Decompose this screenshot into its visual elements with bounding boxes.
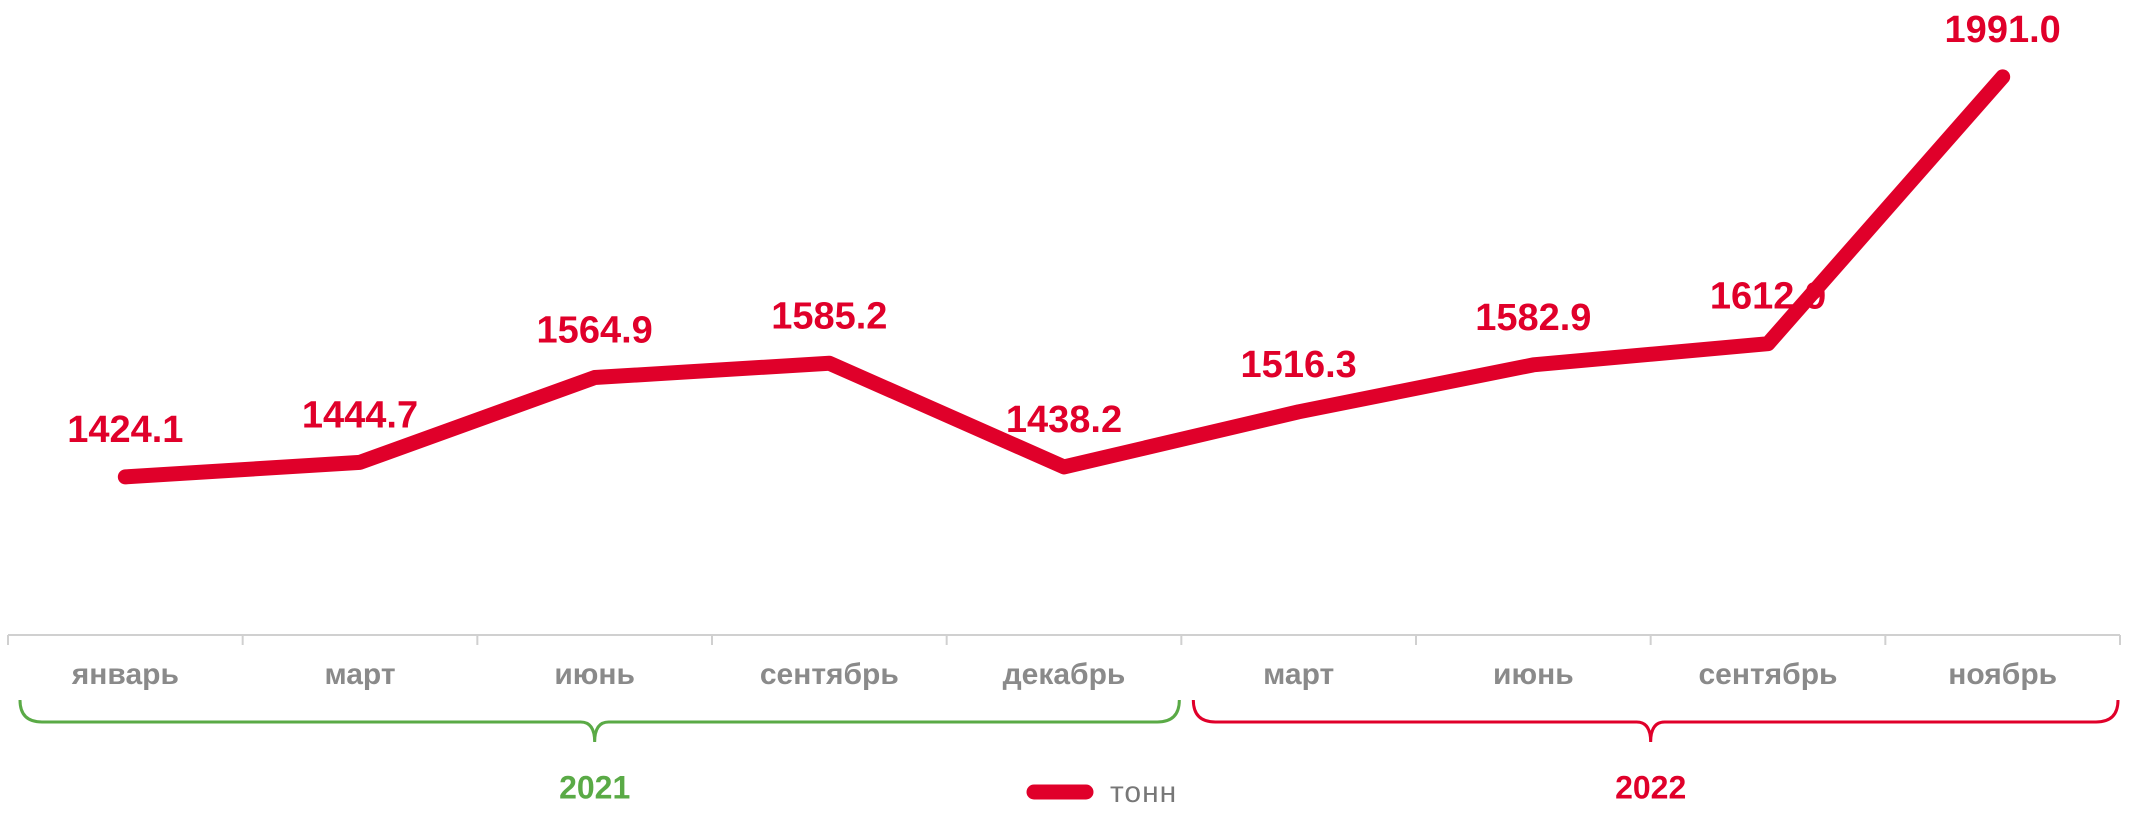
x-tick-label: ноябрь — [1948, 658, 2057, 691]
group-brace — [18, 699, 1181, 743]
x-tick-label: сентябрь — [760, 658, 899, 691]
x-tick-label: январь — [71, 658, 179, 691]
group-label: 2022 — [1615, 769, 1686, 805]
legend-label: тонн — [1110, 776, 1177, 809]
x-tick-label: июнь — [554, 658, 635, 691]
data-label: 1516.3 — [1241, 344, 1357, 386]
x-tick-label: декабрь — [1003, 658, 1126, 691]
data-label: 1438.2 — [1006, 399, 1122, 441]
x-tick-label: март — [324, 658, 395, 691]
x-tick-label: сентябрь — [1699, 658, 1838, 691]
data-label: 1991.0 — [1945, 9, 2061, 51]
data-label: 1444.7 — [302, 394, 418, 436]
data-label: 1585.2 — [771, 295, 887, 337]
x-tick-label: март — [1263, 658, 1334, 691]
x-tick-label: июнь — [1493, 658, 1574, 691]
group-brace — [1191, 699, 2120, 743]
line — [117, 69, 2011, 485]
data-label: 1612.9 — [1710, 276, 1826, 318]
data-label: 1564.9 — [537, 310, 653, 352]
group-label: 2021 — [559, 769, 630, 805]
data-label: 1424.1 — [67, 409, 183, 451]
data-label: 1582.9 — [1475, 297, 1591, 339]
